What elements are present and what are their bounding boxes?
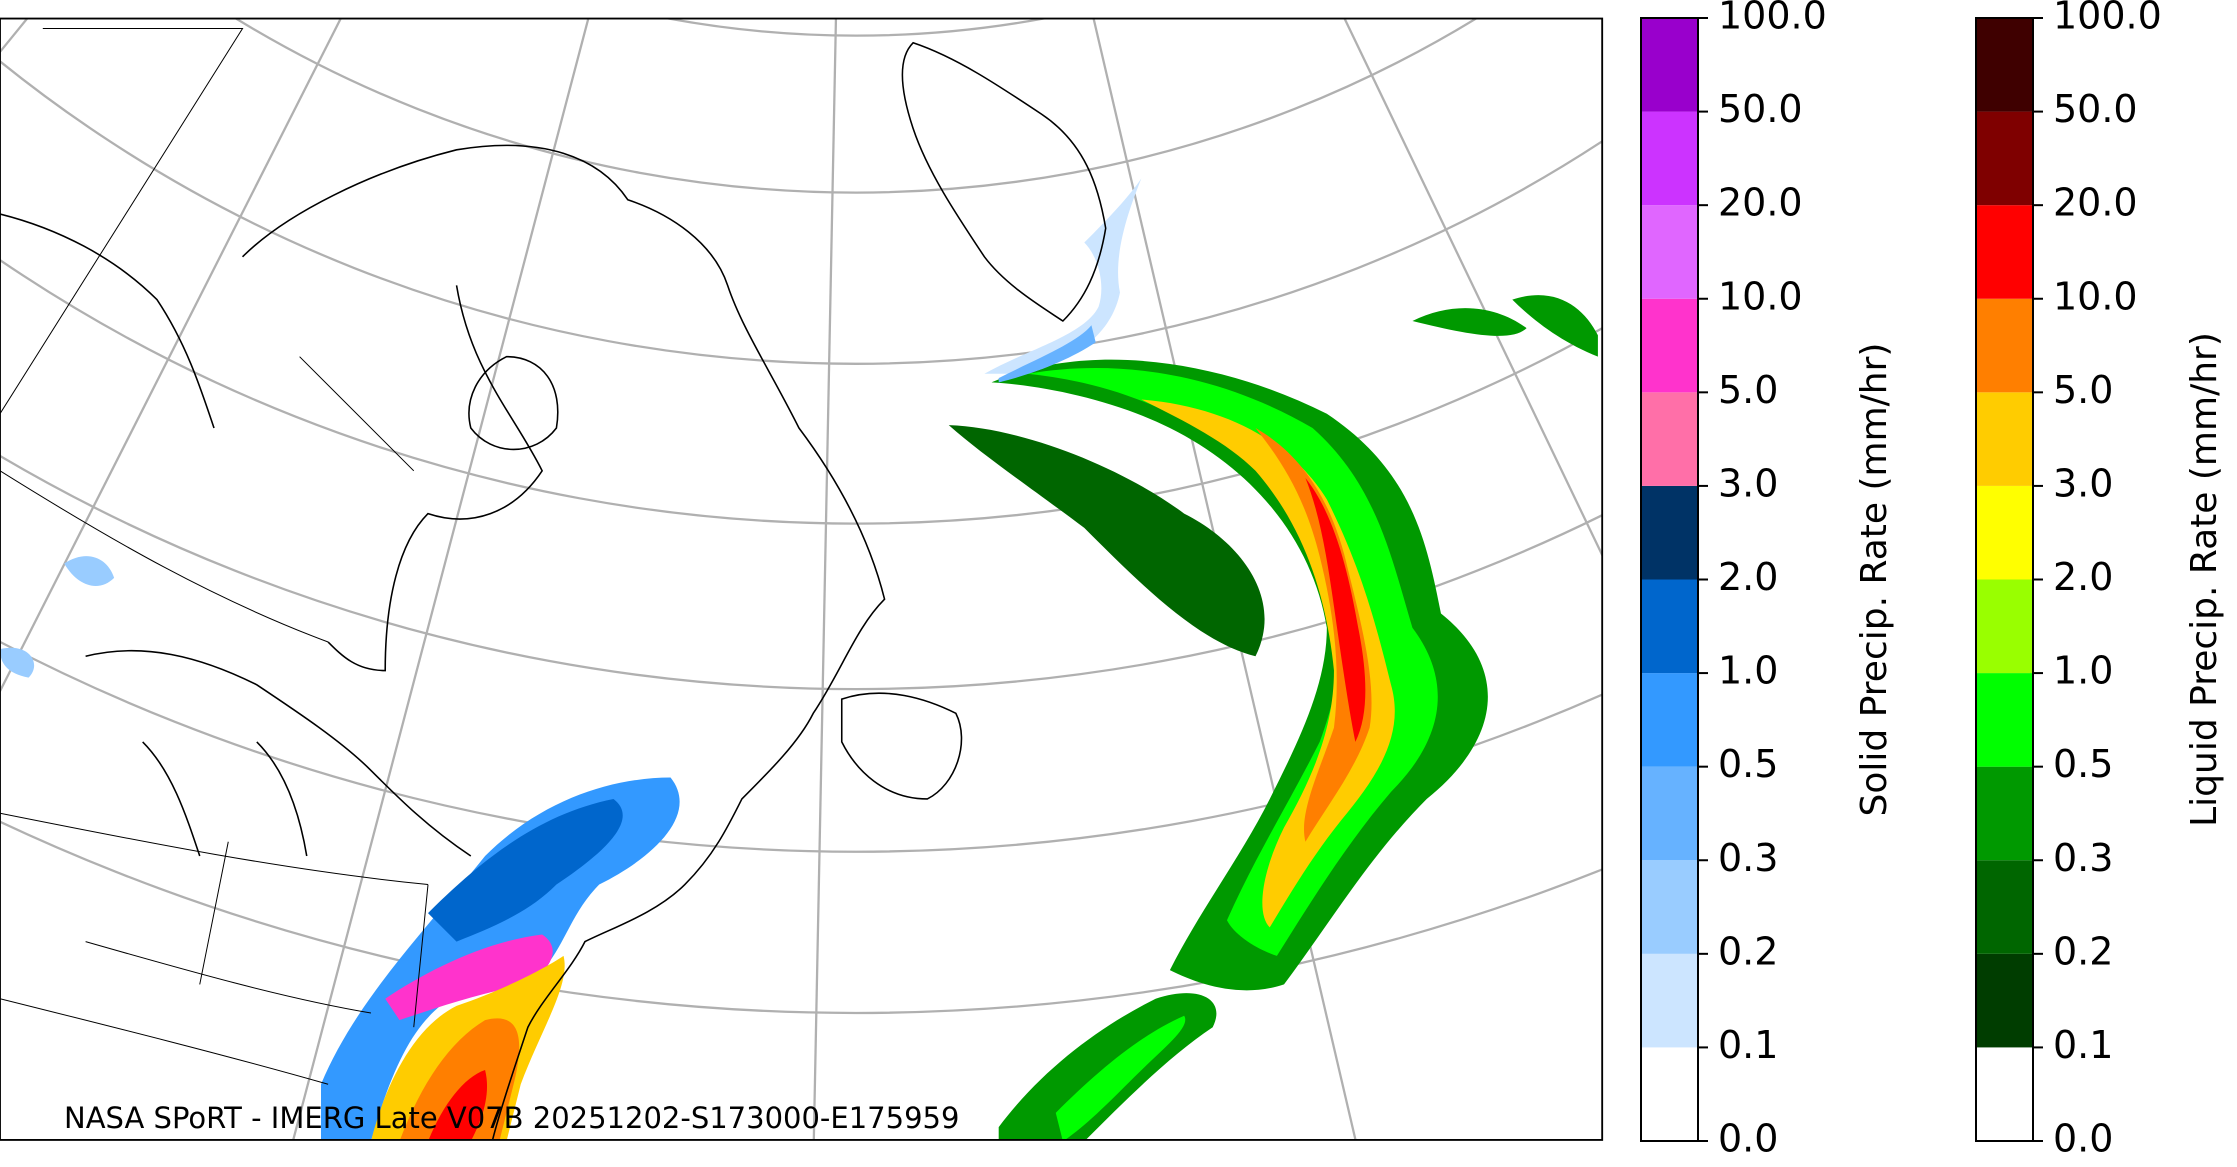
colorbar-tick-label: 3.0 [2053,461,2113,505]
colorbar-bin [1641,18,1698,112]
colorbar-tick-label: 20.0 [2053,181,2138,225]
colorbar-tick-label: 2.0 [1718,555,1778,599]
colorbar-tick-label: 20.0 [1718,181,1803,225]
colorbar-tick-label: 2.0 [2053,555,2113,599]
coastlines [0,41,1107,1140]
colorbar-tick-label: 0.1 [2053,1023,2113,1067]
colorbar-tick-label: 50.0 [1718,87,1803,131]
colorbar-bin [1641,392,1698,486]
colorbar-tick-label: 10.0 [2053,274,2138,318]
annotation: NASA SPoRT - IMERG Late V07B 20251202-S1… [64,1101,959,1135]
colorbar-bin [1641,766,1698,861]
colorbar-bin [1976,1047,2033,1141]
colorbar-tick-label: 0.2 [2053,929,2113,973]
colorbar-tick-label: 3.0 [1718,461,1778,505]
colorbar-bin [1641,953,1698,1048]
colorbar-bin [1976,673,2033,767]
colorbar-tick-label: 5.0 [2053,368,2113,412]
map-frame [0,17,1604,1141]
colorbar-bin [1641,111,1698,206]
colorbar-bin [1976,111,2033,206]
colorbar-bin [1976,298,2033,393]
colorbar-tick-label: 5.0 [1718,368,1778,412]
colorbar-bin [1641,298,1698,393]
colorbar-tick-label: 0.5 [1718,742,1778,786]
colorbar-tick-label: 0.1 [1718,1023,1778,1067]
colorbar-tick-label: 50.0 [2053,87,2138,131]
colorbar-bin [1641,205,1698,299]
colorbar-tick-label: 1.0 [2053,649,2113,693]
colorbar-tick-label: 0.0 [2053,1117,2113,1161]
colorbar-bin [1641,860,1698,954]
colorbar-label: Solid Precip. Rate (mm/hr) [1854,343,1895,817]
colorbar-label: Liquid Precip. Rate (mm/hr) [2184,332,2225,827]
colorbar-tick-label: 0.3 [2053,836,2113,880]
colorbar-bin [1976,953,2033,1048]
colorbar-bin [1976,205,2033,299]
colorbar-tick-label: 1.0 [1718,649,1778,693]
colorbar-bin [1976,18,2033,112]
colorbar-bin [1976,392,2033,486]
colorbar-tick-label: 100.0 [1718,0,1827,38]
colorbar-tick-label: 0.3 [1718,836,1778,880]
colorbar-bin [1976,860,2033,954]
precipitation [0,178,1598,1140]
colorbar-bin [1976,579,2033,674]
colorbar-tick-label: 0.5 [2053,742,2113,786]
colorbar-tick-label: 10.0 [1718,274,1803,318]
colorbar-bin [1976,485,2033,580]
colorbar-tick-label: 0.2 [1718,929,1778,973]
colorbar-bin [1976,766,2033,861]
colorbar-bin [1641,673,1698,767]
colorbar-bin [1641,1047,1698,1141]
colorbar-tick-label: 100.0 [2053,0,2162,38]
colorbar-bin [1641,485,1698,580]
colorbar-bin [1641,579,1698,674]
borders [0,28,429,1085]
colorbar-tick-label: 0.0 [1718,1117,1778,1161]
